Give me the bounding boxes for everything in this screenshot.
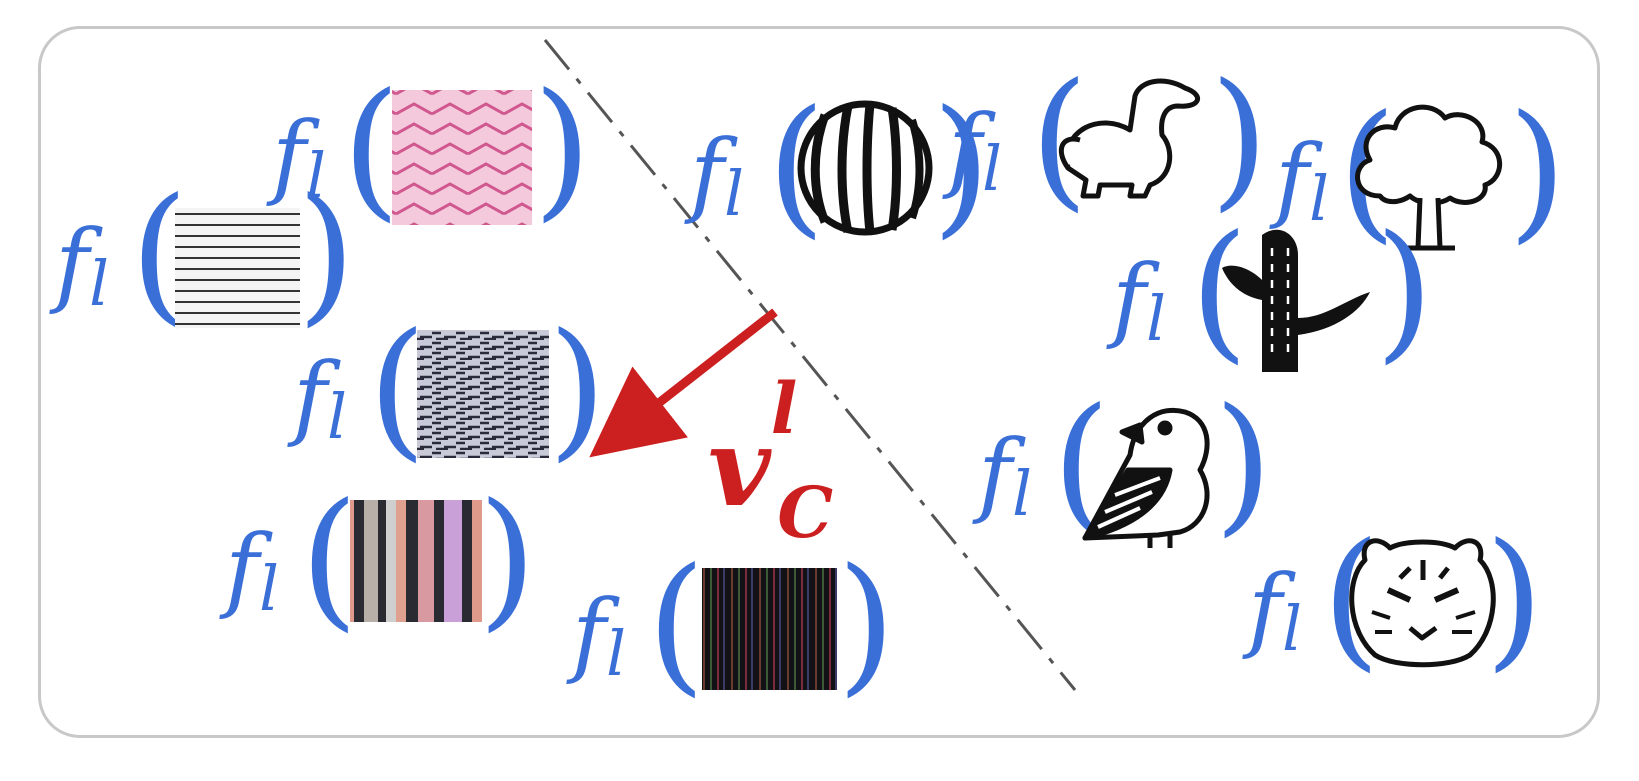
non-concept-example-dinosaur: fl ( ) <box>942 52 1269 226</box>
pink-chevron-texture <box>392 90 532 225</box>
svg-text:): ) <box>837 537 896 711</box>
svg-text:): ) <box>1508 84 1567 258</box>
svg-text:): ) <box>1375 204 1434 378</box>
svg-text:fl: fl <box>287 343 347 453</box>
non-concept-example-bird: fl ( ) <box>972 377 1273 551</box>
svg-text:fl: fl <box>684 120 744 230</box>
non-concept-example-tree: fl ( ) <box>1269 84 1567 258</box>
svg-text:): ) <box>1485 512 1544 686</box>
svg-text:fl: fl <box>942 95 1002 205</box>
cactus-icon <box>1222 229 1370 372</box>
svg-text:(: ( <box>647 537 706 711</box>
svg-text:fl: fl <box>1242 555 1302 665</box>
concept-example-pink-chevron: fl ( ) <box>266 62 592 236</box>
svg-text:(: ( <box>368 302 427 476</box>
tiger-icon <box>1349 538 1496 668</box>
concept-example-dark-stripes: fl ( ) <box>566 537 896 711</box>
svg-text:(: ( <box>342 62 401 236</box>
svg-text:): ) <box>1214 377 1273 551</box>
svg-text:): ) <box>1210 52 1269 226</box>
concept-vector-symbol: v <box>708 405 772 531</box>
decision-boundary-line <box>543 39 1077 691</box>
svg-text:fl: fl <box>219 515 279 625</box>
svg-text:fl: fl <box>49 210 109 320</box>
svg-text:): ) <box>533 62 592 236</box>
pastel-vertical-stripe-texture <box>350 500 482 622</box>
svg-text:(: ( <box>1190 204 1249 378</box>
svg-text:): ) <box>297 167 356 341</box>
svg-text:fl: fl <box>266 102 326 212</box>
gray-noise-texture <box>417 330 549 458</box>
watermelon-icon <box>797 100 933 236</box>
concept-direction-arrow <box>589 308 778 458</box>
concept-example-horizontal-lines: fl ( ) <box>49 167 356 341</box>
svg-text:fl: fl <box>972 420 1032 530</box>
bird-icon <box>1082 407 1210 548</box>
concept-vector-label: vl C <box>708 367 833 554</box>
concept-vector-superscript: l <box>771 367 798 450</box>
svg-text:(: ( <box>300 472 359 646</box>
svg-text:fl: fl <box>1106 245 1166 355</box>
non-concept-example-cactus: fl ( ) <box>1106 204 1434 378</box>
concept-example-pastel-stripes: fl ( ) <box>219 472 537 646</box>
svg-text:): ) <box>478 472 537 646</box>
svg-text:): ) <box>932 79 991 253</box>
svg-text:fl: fl <box>1269 125 1329 235</box>
horizontal-line-texture <box>175 208 300 328</box>
concept-vector-subscript: C <box>777 471 833 554</box>
tree-icon <box>1355 104 1503 251</box>
svg-text:fl: fl <box>566 580 626 690</box>
dinosaur-icon <box>1058 78 1200 199</box>
non-concept-example-tiger: fl ( ) <box>1242 512 1544 686</box>
non-concept-example-watermelon: fl ( ) <box>684 79 991 253</box>
dark-vertical-stripe-texture <box>702 568 837 690</box>
concept-example-gray-noise: fl ( ) <box>287 302 607 476</box>
svg-text:): ) <box>548 302 607 476</box>
